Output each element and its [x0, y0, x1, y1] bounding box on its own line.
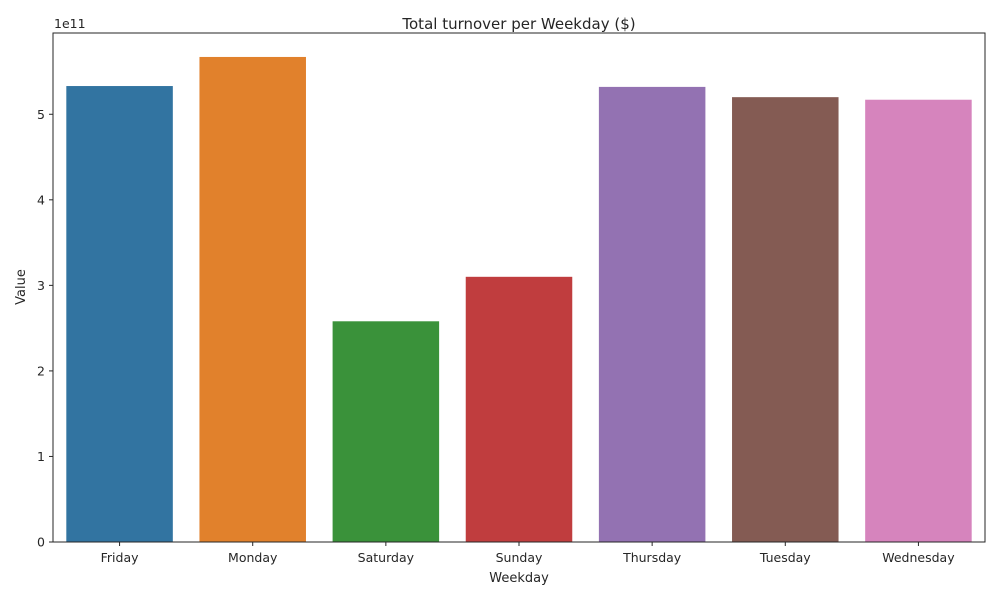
x-axis-label: Weekday	[489, 571, 549, 586]
x-tick-label: Sunday	[496, 550, 543, 565]
bar-friday	[66, 86, 173, 542]
y-tick-label: 3	[37, 278, 45, 293]
y-tick-label: 5	[37, 107, 45, 122]
chart-title: Total turnover per Weekday ($)	[401, 15, 635, 33]
x-tick-label: Tuesday	[759, 550, 811, 565]
plot-frame	[52, 32, 986, 543]
x-tick-label: Wednesday	[882, 550, 955, 565]
bar-wednesday	[865, 99, 972, 543]
y-tick-label: 4	[37, 192, 45, 207]
y-axis-offset-text: 1e11	[54, 16, 86, 31]
bars-group	[66, 56, 972, 543]
x-tick-label: Thursday	[622, 550, 682, 565]
x-ticks-group: Friday Monday Saturday Sunday Thursday Tuesda…	[101, 542, 955, 565]
bar-saturday	[332, 321, 440, 542]
y-ticks-group: 0 1 2 3 4 5	[37, 107, 53, 550]
bar-monday	[199, 56, 306, 542]
x-tick-label: Monday	[228, 550, 278, 565]
y-axis-label: Value	[14, 269, 29, 305]
x-tick-label: Saturday	[358, 550, 415, 565]
bar-tuesday	[732, 97, 839, 542]
y-tick-label: 0	[37, 535, 45, 550]
y-tick-label: 2	[37, 363, 45, 378]
x-tick-label: Friday	[101, 550, 139, 565]
bar-sunday	[465, 276, 573, 542]
bar-thursday	[598, 86, 706, 543]
y-tick-label: 1	[37, 449, 45, 464]
